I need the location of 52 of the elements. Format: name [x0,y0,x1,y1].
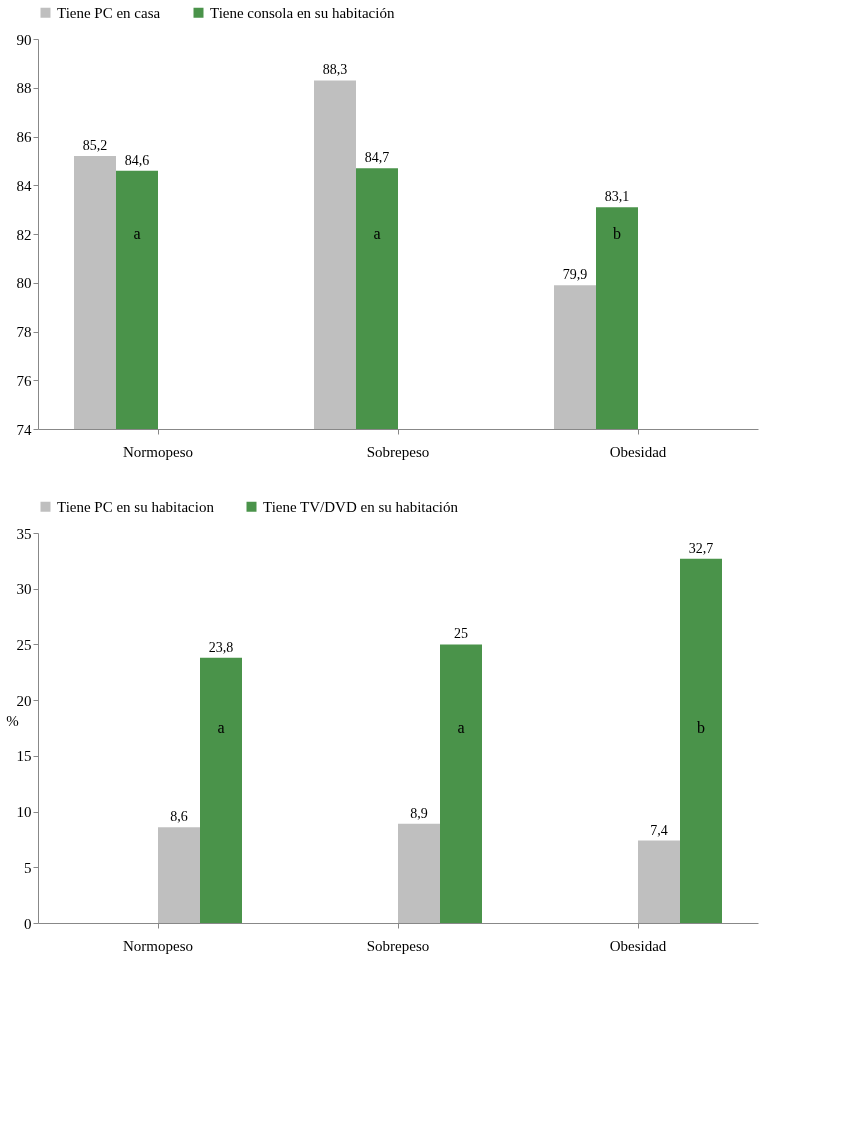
y-tick-label: 78 [16,324,32,340]
legend-label: Tiene TV/DVD en su habitación [263,498,459,515]
y-tick-label: 86 [16,129,32,145]
y-tick-label: 5 [24,859,32,876]
data-label: 25 [454,626,468,642]
y-tick-label: 25 [16,636,32,653]
bar [440,644,482,923]
annotation: b [613,225,621,242]
bar [158,827,200,923]
annotation: a [457,719,465,736]
y-tick-label: 74 [16,421,32,438]
annotation: a [217,719,225,736]
annotation: a [133,225,141,242]
annotation: a [373,225,381,242]
y-tick-label: 0 [24,915,32,932]
annotation: b [697,719,705,736]
x-tick-label: Normopeso [123,443,193,460]
y-tick-label: 10 [16,804,32,821]
bar [638,840,680,923]
data-label: 84,6 [124,152,150,168]
x-tick-label: Sobrepeso [366,443,430,460]
y-tick-label: 90 [16,31,32,48]
bar [398,823,440,923]
y-tick-label: 30 [16,581,32,598]
data-label: 7,4 [650,822,668,838]
data-label: 8,6 [170,809,188,825]
y-tick-label: 88 [16,80,32,97]
x-tick-label: Sobrepeso [366,937,430,954]
x-tick-label: Normopeso [123,937,193,954]
x-tick-label: Obesidad [609,937,667,954]
data-label: 8,9 [410,805,428,821]
data-label: 83,1 [604,189,630,205]
y-tick-label: 82 [16,226,32,243]
data-label: 88,3 [322,62,348,78]
legend-label: Tiene PC en casa [57,4,161,21]
y-tick-label: 76 [16,372,32,389]
y-tick-label: 35 [16,525,32,542]
y-tick-label: 20 [16,692,32,709]
y-tick-label: 15 [16,748,32,765]
x-tick-label: Obesidad [609,443,667,460]
y-axis-title: % [6,712,19,729]
y-tick-label: 84 [16,177,32,194]
data-label: 84,7 [364,150,390,166]
data-label: 23,8 [208,639,234,655]
legend-label: Tiene consola en su habitación [210,4,395,21]
data-label: 79,9 [562,267,588,283]
bar [680,558,722,923]
data-label: 85,2 [82,138,108,153]
bar [200,657,242,923]
y-tick-label: 80 [16,275,32,292]
legend-label: Tiene PC en su habitacion [57,498,215,515]
data-label: 32,7 [688,540,714,556]
